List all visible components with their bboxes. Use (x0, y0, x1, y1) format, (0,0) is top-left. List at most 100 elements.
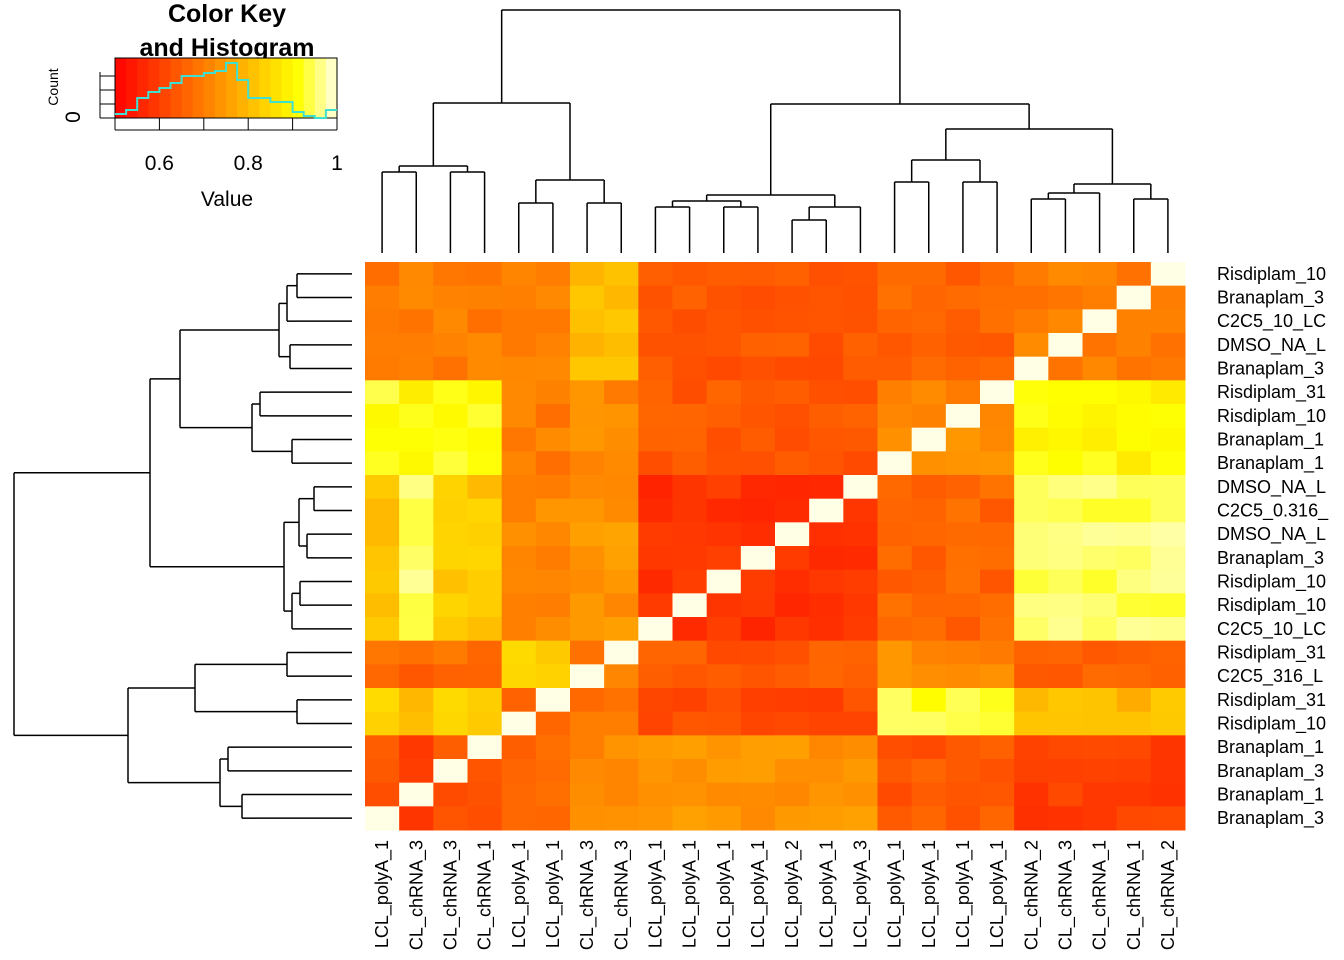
heatmap-cell (980, 735, 1015, 760)
heatmap-cell (535, 664, 571, 689)
heatmap-cell (1150, 333, 1186, 358)
heatmap-cell (365, 617, 400, 642)
heatmap-cell (501, 735, 537, 760)
heatmap-cell (604, 617, 639, 642)
heatmap-cell (945, 309, 981, 334)
row-label: Risdiplam_10 (1217, 595, 1326, 616)
heatmap-cell (843, 333, 878, 358)
heatmap-cell (501, 475, 537, 500)
heatmap-cell (672, 427, 708, 452)
row-label: C2C5_10_LC (1217, 311, 1326, 332)
column-label: LCL_polyA_1 (748, 840, 769, 948)
color-key-swatch (192, 58, 205, 118)
heatmap-cell (843, 617, 878, 642)
heatmap-cell (911, 380, 947, 405)
heatmap-cell (1014, 285, 1049, 310)
heatmap-cell (706, 640, 742, 665)
heatmap-cell (809, 782, 844, 807)
heatmap-cell (809, 735, 844, 760)
heatmap-cell (1150, 617, 1186, 642)
heatmap-cell (570, 404, 605, 429)
heatmap-cell (1082, 735, 1118, 760)
heatmap-cell (740, 404, 776, 429)
heatmap-cell (1082, 475, 1118, 500)
heatmap-cell (843, 380, 878, 405)
heatmap-cell (809, 333, 844, 358)
heatmap-cell (877, 546, 913, 571)
heatmap-cell (570, 427, 605, 452)
heatmap-cell (467, 262, 503, 287)
heatmap-cell (911, 309, 947, 334)
heatmap-cell (706, 617, 742, 642)
heatmap-cell (945, 806, 981, 831)
heatmap-cell (980, 427, 1015, 452)
heatmap-cell (945, 688, 981, 713)
heatmap-cell (775, 380, 810, 405)
heatmap-cell (1150, 285, 1186, 310)
heatmap-cell (1014, 309, 1049, 334)
heatmap-cell (945, 498, 981, 523)
color-key-axes: 0.6 0.8 1 (99, 72, 343, 175)
heatmap-cell (1150, 404, 1186, 429)
heatmap-cell (1014, 806, 1049, 831)
heatmap-cell (399, 333, 434, 358)
heatmap-cell (843, 759, 878, 784)
column-label: CL_chRNA_3 (406, 840, 427, 950)
column-label: CL_chRNA_3 (577, 840, 598, 950)
heatmap-cell (570, 640, 605, 665)
heatmap-cell (706, 309, 742, 334)
heatmap-cell (1116, 356, 1152, 381)
heatmap-cell (535, 285, 571, 310)
heatmap-cell (501, 427, 537, 452)
heatmap-cell (570, 569, 605, 594)
heatmap-cell (467, 617, 503, 642)
heatmap-cell (740, 664, 776, 689)
column-label: CL_chRNA_1 (1124, 840, 1145, 950)
color-key-ytick-0: 0 (62, 111, 85, 123)
heatmap-cell (399, 309, 434, 334)
heatmap-cell (1116, 333, 1152, 358)
heatmap-cell (1048, 333, 1083, 358)
heatmap-cell (467, 546, 503, 571)
heatmap-cell (1048, 498, 1083, 523)
heatmap-cell (740, 759, 776, 784)
column-label: CL_chRNA_2 (1158, 840, 1179, 950)
heatmap-cell (877, 333, 913, 358)
heatmap-cell (775, 546, 810, 571)
heatmap-cell (843, 404, 878, 429)
heatmap-cell (467, 688, 503, 713)
heatmap-cell (843, 735, 878, 760)
row-label: Risdiplam_10 (1217, 406, 1326, 427)
heatmap-cell (672, 617, 708, 642)
heatmap-cell (1150, 593, 1186, 618)
heatmap-cell (980, 593, 1015, 618)
heatmap-cell (433, 640, 468, 665)
heatmap-cell (740, 617, 776, 642)
heatmap-cell (433, 309, 468, 334)
heatmap-cell (604, 498, 639, 523)
heatmap-cell (809, 285, 844, 310)
heatmap-cell (467, 475, 503, 500)
heatmap-cell (809, 309, 844, 334)
heatmap-cell (843, 593, 878, 618)
heatmap-cell (775, 617, 810, 642)
heatmap-cell (1048, 711, 1083, 736)
heatmap-cell (501, 262, 537, 287)
heatmap-cell (570, 546, 605, 571)
heatmap-cell (775, 451, 810, 476)
heatmap-cell (501, 664, 537, 689)
heatmap-cell (638, 380, 673, 405)
heatmap-cell (1082, 427, 1118, 452)
heatmap-cell (706, 806, 742, 831)
heatmap-cell (604, 309, 639, 334)
heatmap-cell (1116, 546, 1152, 571)
color-key-swatch (281, 58, 294, 118)
heatmap-cell (945, 711, 981, 736)
heatmap-cell (570, 593, 605, 618)
heatmap-cell (1116, 593, 1152, 618)
heatmap-cell (1150, 735, 1186, 760)
heatmap-cell (877, 404, 913, 429)
heatmap-cell (604, 451, 639, 476)
heatmap-cell (911, 333, 947, 358)
